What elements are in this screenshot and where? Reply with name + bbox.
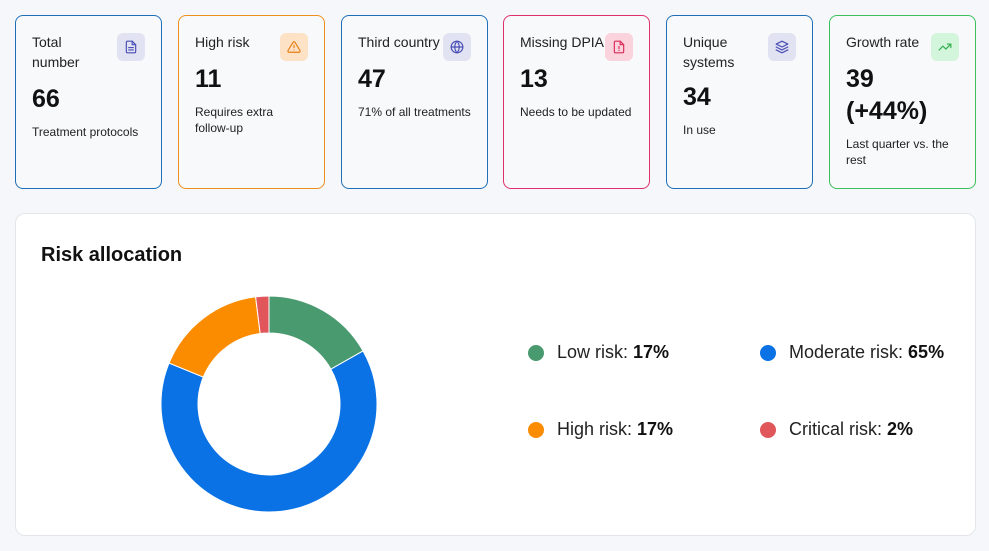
legend-dot (528, 421, 544, 438)
warning-icon (280, 33, 308, 61)
kpi-card-high-risk: High risk 11 Requires extra follow-up (178, 15, 325, 189)
card-title: Growth rate (846, 34, 920, 50)
trending-up-icon (931, 33, 959, 61)
kpi-card-missing-dpia: Missing DPIA 13 Needs to be updated (503, 15, 650, 189)
card-title: Missing DPIA (520, 34, 605, 50)
card-subtitle: 71% of all treatments (358, 105, 471, 119)
legend-value: 17% (633, 342, 670, 362)
kpi-card-growth-rate: Growth rate 39 (+44%) Last quarter vs. t… (829, 15, 976, 189)
legend-label: Moderate risk: (789, 342, 904, 362)
kpi-card-unique-systems: Unique systems 34 In use (666, 15, 813, 189)
legend-item-low-risk: Low risk: 17% (528, 342, 669, 363)
panel-title: Risk allocation (41, 244, 183, 266)
legend-item-critical-risk: Critical risk: 2% (760, 419, 913, 440)
card-subtitle: Requires extra follow-up (195, 105, 274, 135)
card-subtitle: Needs to be updated (520, 105, 632, 119)
slice-high-risk (168, 296, 261, 378)
card-value: 39 (+44%) (846, 65, 928, 125)
legend-value: 17% (637, 419, 674, 439)
legend-dot (760, 344, 776, 361)
card-subtitle: In use (683, 123, 716, 137)
card-title: High risk (195, 34, 250, 50)
slice-critical-risk (255, 295, 270, 335)
layers-icon (768, 33, 796, 61)
legend-item-moderate-risk: Moderate risk: 65% (760, 342, 944, 363)
risk-donut-chart (160, 295, 378, 513)
document-icon (117, 33, 145, 61)
legend-item-high-risk: High risk: 17% (528, 419, 673, 440)
card-title: Total number (32, 34, 80, 70)
legend-value: 2% (887, 419, 914, 439)
slice-moderate-risk (160, 350, 378, 513)
file-alert-icon (605, 33, 633, 61)
legend-label: Low risk: (557, 342, 629, 362)
risk-allocation-panel: Risk allocation Low risk: 17% Moderate r… (15, 213, 976, 536)
card-value: 11 (195, 65, 222, 93)
kpi-card-total: Total number 66 Treatment protocols (15, 15, 162, 189)
legend-dot (760, 421, 776, 438)
legend-dot (528, 344, 544, 361)
legend-label: High risk: (557, 419, 633, 439)
card-title: Third country (358, 34, 440, 50)
card-subtitle: Treatment protocols (32, 125, 139, 139)
card-value: 34 (683, 83, 711, 111)
card-subtitle: Last quarter vs. the rest (846, 137, 949, 167)
card-value: 66 (32, 85, 60, 113)
globe-icon (443, 33, 471, 61)
legend-value: 65% (908, 342, 945, 362)
card-value: 47 (358, 65, 386, 93)
kpi-card-third-country: Third country 47 71% of all treatments (341, 15, 488, 189)
legend-label: Critical risk: (789, 419, 882, 439)
card-title: Unique systems (683, 34, 735, 70)
card-value: 13 (520, 65, 548, 93)
slice-low-risk (268, 295, 364, 370)
